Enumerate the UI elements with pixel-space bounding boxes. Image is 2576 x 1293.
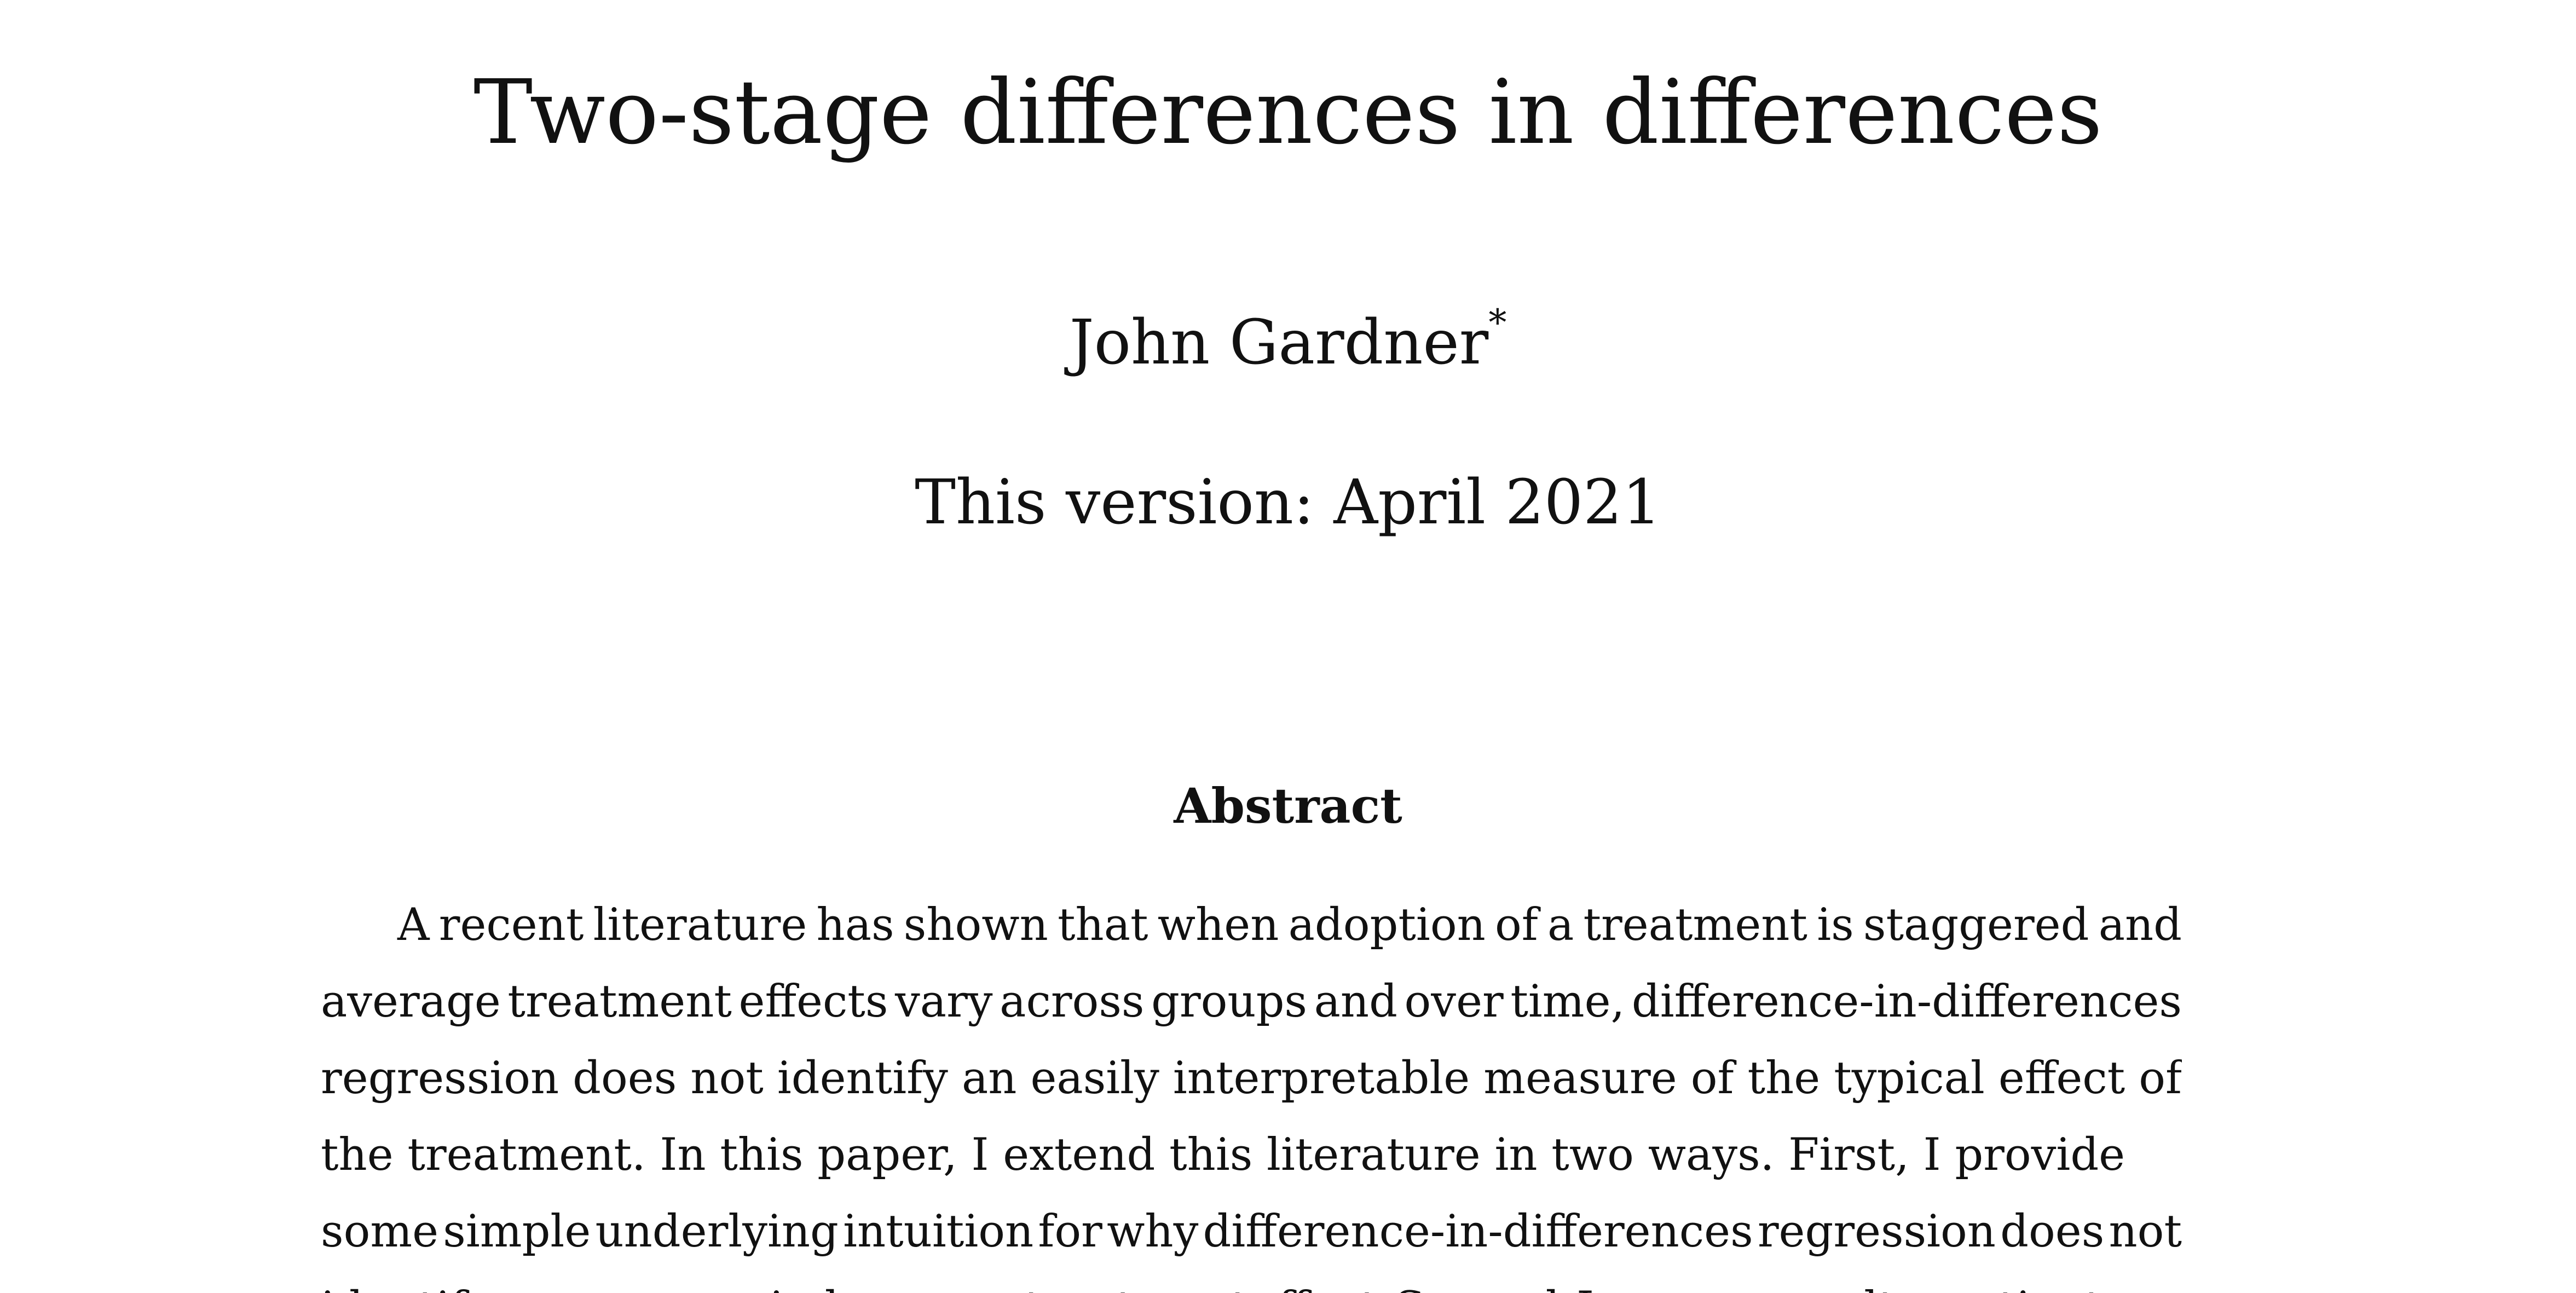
author-name: John Gardner bbox=[1069, 307, 1489, 378]
abstract-heading: Abstract bbox=[1174, 777, 1402, 834]
abstract-line: some simple underlying intuition for why… bbox=[321, 1206, 2182, 1257]
abstract-line: regression does not identify an easily i… bbox=[321, 1053, 2182, 1104]
version-date: This version: April 2021 bbox=[915, 467, 1661, 538]
abstract-body: A recent literature has shown that when … bbox=[321, 887, 2182, 1293]
abstract-line: the treatment. In this paper, I extend t… bbox=[321, 1129, 2126, 1181]
paper-title: Two-stage differences in differences bbox=[473, 61, 2103, 164]
author-line: John Gardner* bbox=[0, 305, 2576, 374]
author-footnote-mark: * bbox=[1488, 302, 1507, 344]
abstract-line: A recent literature has shown that when … bbox=[397, 899, 2182, 951]
abstract-line: identify a group×period average treatmen… bbox=[321, 1270, 2182, 1293]
abstract-line: average treatment effects vary across gr… bbox=[321, 976, 2182, 1028]
